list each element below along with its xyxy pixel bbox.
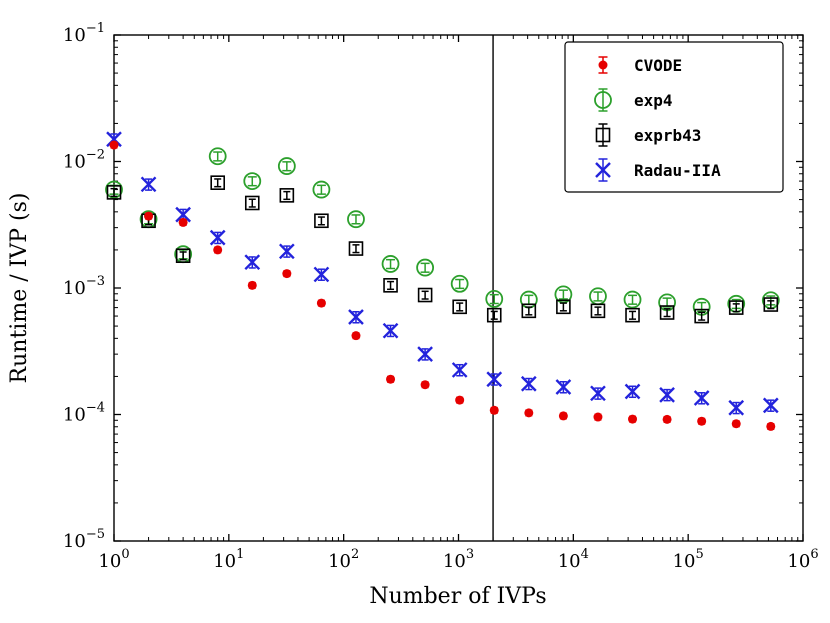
tick-label: 105: [673, 547, 704, 572]
tick-label: 10−2: [63, 148, 105, 173]
y-axis-label: Runtime / IVP (s): [7, 193, 32, 384]
tick-label: 104: [558, 547, 589, 572]
legend-item-exp4: exp4: [594, 88, 673, 112]
legend-box: [564, 41, 784, 193]
exp4-marker-icon: [594, 91, 612, 109]
tick-label: 10−3: [63, 274, 105, 299]
tick-label: 10−5: [63, 527, 105, 552]
legend-label-cvode: CVODE: [634, 56, 682, 75]
tick-label: 100: [98, 547, 129, 572]
cvode-marker-icon: [598, 60, 608, 70]
plot-area: 100 101 102 103 104 105 10610−110−210−310−410−…: [63, 21, 819, 572]
tick-label: 102: [328, 547, 359, 572]
tick-label: 10−1: [63, 21, 105, 46]
tick-label: 106: [787, 547, 818, 572]
radau-iia-marker-icon: [595, 162, 611, 178]
x-tick-labels: 100 101 102 103 104 105 106: [98, 547, 818, 572]
series-cvode: [109, 140, 776, 431]
plot-border: [113, 34, 804, 542]
legend: CVODE exp4 exprb43 Radau-IIA: [564, 41, 784, 193]
tick-label: 101: [213, 547, 244, 572]
legend-item-cvode: CVODE: [598, 56, 682, 75]
y-tick-labels: 10−1 10−2 10−3 10−4 10−5: [63, 21, 105, 552]
exprb43-marker-icon: [595, 127, 611, 143]
legend-label-exprb43: exprb43: [634, 126, 701, 145]
legend-item-radau-iia: Radau-IIA: [595, 158, 721, 182]
legend-label-exp4: exp4: [634, 91, 673, 110]
series-radau-iia: [106, 131, 779, 416]
legend-item-exprb43: exprb43: [595, 123, 701, 147]
tick-label: 10−4: [63, 401, 105, 426]
legend-label-radau-iia: Radau-IIA: [634, 161, 721, 180]
series-exprb43: [106, 175, 779, 324]
x-axis-label: Number of IVPs: [369, 584, 546, 609]
tick-label: 103: [443, 547, 474, 572]
